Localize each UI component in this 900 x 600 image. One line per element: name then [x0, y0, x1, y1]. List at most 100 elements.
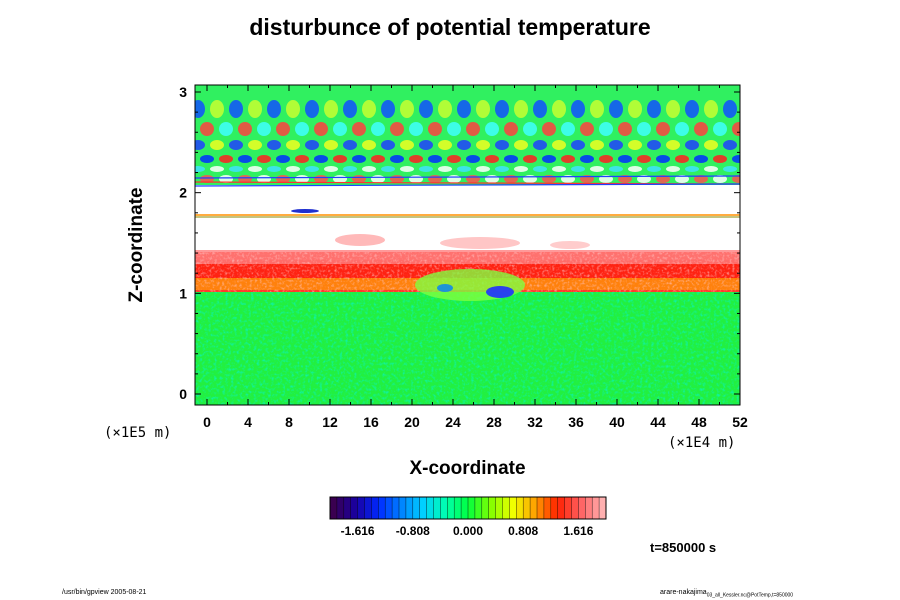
wave-cell	[751, 122, 765, 136]
time-label: t=850000 s	[650, 540, 717, 555]
wave-cell	[666, 166, 680, 172]
wave-cell	[514, 100, 528, 118]
colorbar-cell	[537, 497, 545, 519]
wave-cell	[504, 122, 518, 136]
colorbar-cell	[461, 497, 469, 519]
wave-cell	[523, 122, 537, 136]
wave-cell	[438, 140, 452, 150]
wave-cell	[713, 155, 727, 163]
wave-cell	[685, 166, 699, 172]
wave-cell	[609, 140, 623, 150]
wave-cell	[618, 155, 632, 163]
x-tick-label: 36	[568, 414, 584, 430]
wave-cell	[466, 122, 480, 136]
wave-cell	[195, 140, 205, 150]
wave-cell	[200, 122, 214, 136]
y-tick-label: 2	[179, 185, 187, 201]
wave-cell	[381, 100, 395, 118]
wave-cell	[457, 100, 471, 118]
wave-cell	[267, 100, 281, 118]
wave-cell	[324, 100, 338, 118]
wave-cell	[400, 166, 414, 172]
wave-cell	[314, 122, 328, 136]
wave-cell	[732, 122, 740, 136]
wave-cell	[400, 140, 414, 150]
wave-cell	[200, 155, 214, 163]
wave-cell	[533, 140, 547, 150]
wave-cell	[343, 166, 357, 172]
footer-left: /usr/bin/gpview 2005-08-21	[62, 589, 147, 596]
wave-streak	[195, 175, 740, 179]
x-tick-label: 0	[203, 414, 211, 430]
wave-cell	[723, 166, 737, 172]
colorbar-tick-label: -1.616	[341, 524, 375, 538]
colorbar-cell	[447, 497, 455, 519]
colorbar-cell	[336, 497, 345, 519]
x-tick-label: 8	[285, 414, 293, 430]
plot-frame	[194, 84, 741, 406]
wave-cell	[333, 122, 347, 136]
wave-cell	[447, 122, 461, 136]
wave-cell	[419, 166, 433, 172]
wave-cell	[628, 100, 642, 118]
colorbar-cell	[454, 497, 462, 519]
wave-cell	[219, 155, 233, 163]
wave-cell	[609, 166, 623, 172]
wave-cell	[704, 100, 718, 118]
wave-cell	[742, 100, 756, 118]
wave-cell	[447, 175, 461, 183]
wave-cell	[219, 122, 233, 136]
colorbar-cell	[578, 497, 586, 519]
wave-cell	[428, 175, 442, 183]
wave-cell	[656, 155, 670, 163]
wave-cell	[675, 122, 689, 136]
x-axis-unit: (×1E4 m)	[668, 435, 736, 451]
wave-cell	[295, 155, 309, 163]
wave-cell	[390, 122, 404, 136]
wave-cell	[533, 166, 547, 172]
wave-cell	[694, 175, 708, 183]
wave-cell	[324, 166, 338, 172]
wave-cell	[381, 166, 395, 172]
colorbar-cell	[357, 497, 365, 519]
wave-cell	[552, 100, 566, 118]
wave-cell	[476, 166, 490, 172]
wave-cell	[675, 155, 689, 163]
wave-cell	[590, 100, 604, 118]
wave-cell	[571, 166, 585, 172]
colorbar-cell	[433, 497, 441, 519]
x-tick-label: 4	[244, 414, 252, 430]
wave-cell	[210, 166, 224, 172]
wave-cell	[210, 100, 224, 118]
wave-cell	[599, 122, 613, 136]
wave-cell	[362, 100, 376, 118]
wave-cell	[238, 175, 252, 183]
wave-cell	[542, 155, 556, 163]
wave-cell	[590, 140, 604, 150]
wave-streak	[195, 183, 740, 187]
wave-cell	[704, 166, 718, 172]
wave-cell	[276, 155, 290, 163]
wave-cell	[742, 166, 756, 172]
colorbar-cell	[330, 497, 338, 519]
wave-cell	[666, 140, 680, 150]
wave-cell	[580, 122, 594, 136]
wave-cell	[713, 175, 727, 183]
colorbar-cell	[405, 497, 414, 519]
y-tick-label: 3	[179, 84, 187, 100]
wave-cell	[751, 155, 765, 163]
wave-cell	[219, 175, 233, 183]
wave-cell	[333, 155, 347, 163]
wave-cell	[656, 175, 670, 183]
colorbar-cell	[419, 497, 427, 519]
colorbar-cell	[412, 497, 420, 519]
wave-cell	[257, 155, 271, 163]
wave-cell	[362, 140, 376, 150]
colorbar-cell	[474, 497, 483, 519]
wave-cell	[704, 140, 718, 150]
wave-cell	[333, 175, 347, 183]
wave-cell	[400, 100, 414, 118]
wave-cell	[685, 140, 699, 150]
wave-cell	[637, 122, 651, 136]
wave-cell	[390, 155, 404, 163]
